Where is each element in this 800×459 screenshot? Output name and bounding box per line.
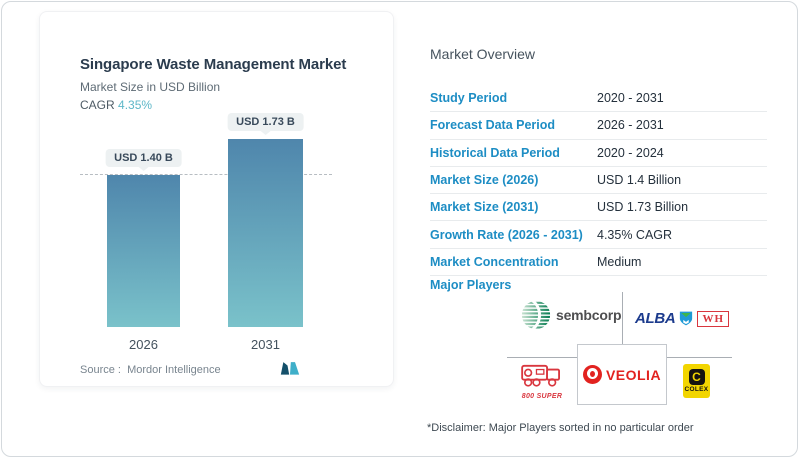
overview-row-label: Market Size (2031): [430, 200, 539, 215]
cagr-label: CAGR: [80, 98, 115, 112]
major-players-grid: sembcorp ALBA WH: [507, 290, 767, 416]
colex-c-icon: C: [688, 369, 705, 385]
chart-title: Singapore Waste Management Market: [80, 56, 347, 73]
alba-wordmark: ALBA: [635, 310, 676, 327]
overview-row-value: 4.35% CAGR: [597, 227, 673, 242]
overview-row: Growth Rate (2026 - 2031) 4.35% CAGR: [430, 221, 767, 249]
alba-wh-logos: ALBA WH: [635, 310, 730, 327]
overview-row: Study Period 2020 - 2031: [430, 85, 767, 113]
cagr-value: 4.35%: [118, 98, 153, 112]
overview-row-label: Forecast Data Period: [430, 118, 556, 133]
800-super-logo: 800 SUPER: [518, 364, 566, 400]
bar-value-label-2031: USD 1.73 B: [227, 113, 304, 131]
veolia-wordmark: VEOLIA: [605, 366, 662, 383]
overview-row: Forecast Data Period 2026 - 2031: [430, 112, 767, 140]
bar-rect-2026: [107, 175, 180, 327]
800-super-wordmark: 800 SUPER: [521, 393, 563, 400]
veolia-circle-icon: [582, 365, 602, 384]
players-vertical-divider: [622, 292, 623, 354]
overview-row-label: Market Concentration: [430, 254, 559, 269]
bar-chart-plot: USD 1.40 B USD 1.73 B 2026 2031: [80, 110, 332, 352]
overview-row-label: Study Period: [430, 91, 508, 106]
overview-row-value: Medium: [597, 254, 642, 269]
overview-row: Market Size (2026) USD 1.4 Billion: [430, 167, 767, 195]
overview-row-value: USD 1.73 Billion: [597, 200, 689, 215]
bar-rect-2031: [228, 139, 303, 327]
source-line: Source : Mordor Intelligence: [80, 364, 221, 376]
overview-row: Market Concentration Medium: [430, 249, 767, 277]
chart-subtitle: Market Size in USD Billion: [80, 80, 221, 94]
x-axis-label-2026: 2026: [129, 337, 158, 352]
overview-row: Historical Data Period 2020 - 2024: [430, 140, 767, 167]
market-chart-card: Singapore Waste Management Market Market…: [39, 11, 394, 387]
source-value: Mordor Intelligence: [127, 364, 221, 376]
overview-row-value: 2020 - 2024: [597, 145, 664, 160]
overview-row: Market Size (2031) USD 1.73 Billion: [430, 194, 767, 222]
disclaimer-text: *Disclaimer: Major Players sorted in no …: [427, 422, 694, 434]
overview-row-label: Growth Rate (2026 - 2031): [430, 227, 583, 242]
colex-logo: C COLEX: [683, 364, 710, 398]
mordor-intelligence-logo-icon: [280, 362, 300, 375]
overview-row-label: Historical Data Period: [430, 145, 560, 160]
reference-dashed-line: [80, 174, 332, 175]
x-axis-label-2031: 2031: [251, 337, 280, 352]
overview-row-label: Market Size (2026): [430, 173, 539, 188]
sembcorp-globe-icon: [521, 300, 551, 330]
bar-value-label-2026: USD 1.40 B: [105, 149, 182, 167]
overview-row-value: USD 1.4 Billion: [597, 173, 682, 188]
market-overview-panel: Market Overview Study Period 2020 - 2031 F…: [427, 2, 767, 458]
alba-shield-icon: [680, 311, 693, 326]
source-label: Source :: [80, 364, 121, 376]
overview-table: Study Period 2020 - 2031 Forecast Data Per…: [430, 85, 767, 277]
800-super-truck-icon: [521, 364, 560, 387]
major-players-label: Major Players: [430, 278, 512, 292]
wah-hua-logo: WH: [697, 310, 730, 327]
colex-wordmark: COLEX: [684, 386, 709, 393]
overview-row-value: 2020 - 2031: [597, 91, 664, 106]
veolia-logo: VEOLIA: [577, 344, 667, 405]
sembcorp-wordmark: sembcorp: [556, 307, 622, 323]
cagr-line: CAGR 4.35%: [80, 98, 152, 112]
overview-row-value: 2026 - 2031: [597, 118, 664, 133]
overview-title: Market Overview: [430, 46, 536, 62]
sembcorp-logo: sembcorp: [521, 300, 622, 330]
